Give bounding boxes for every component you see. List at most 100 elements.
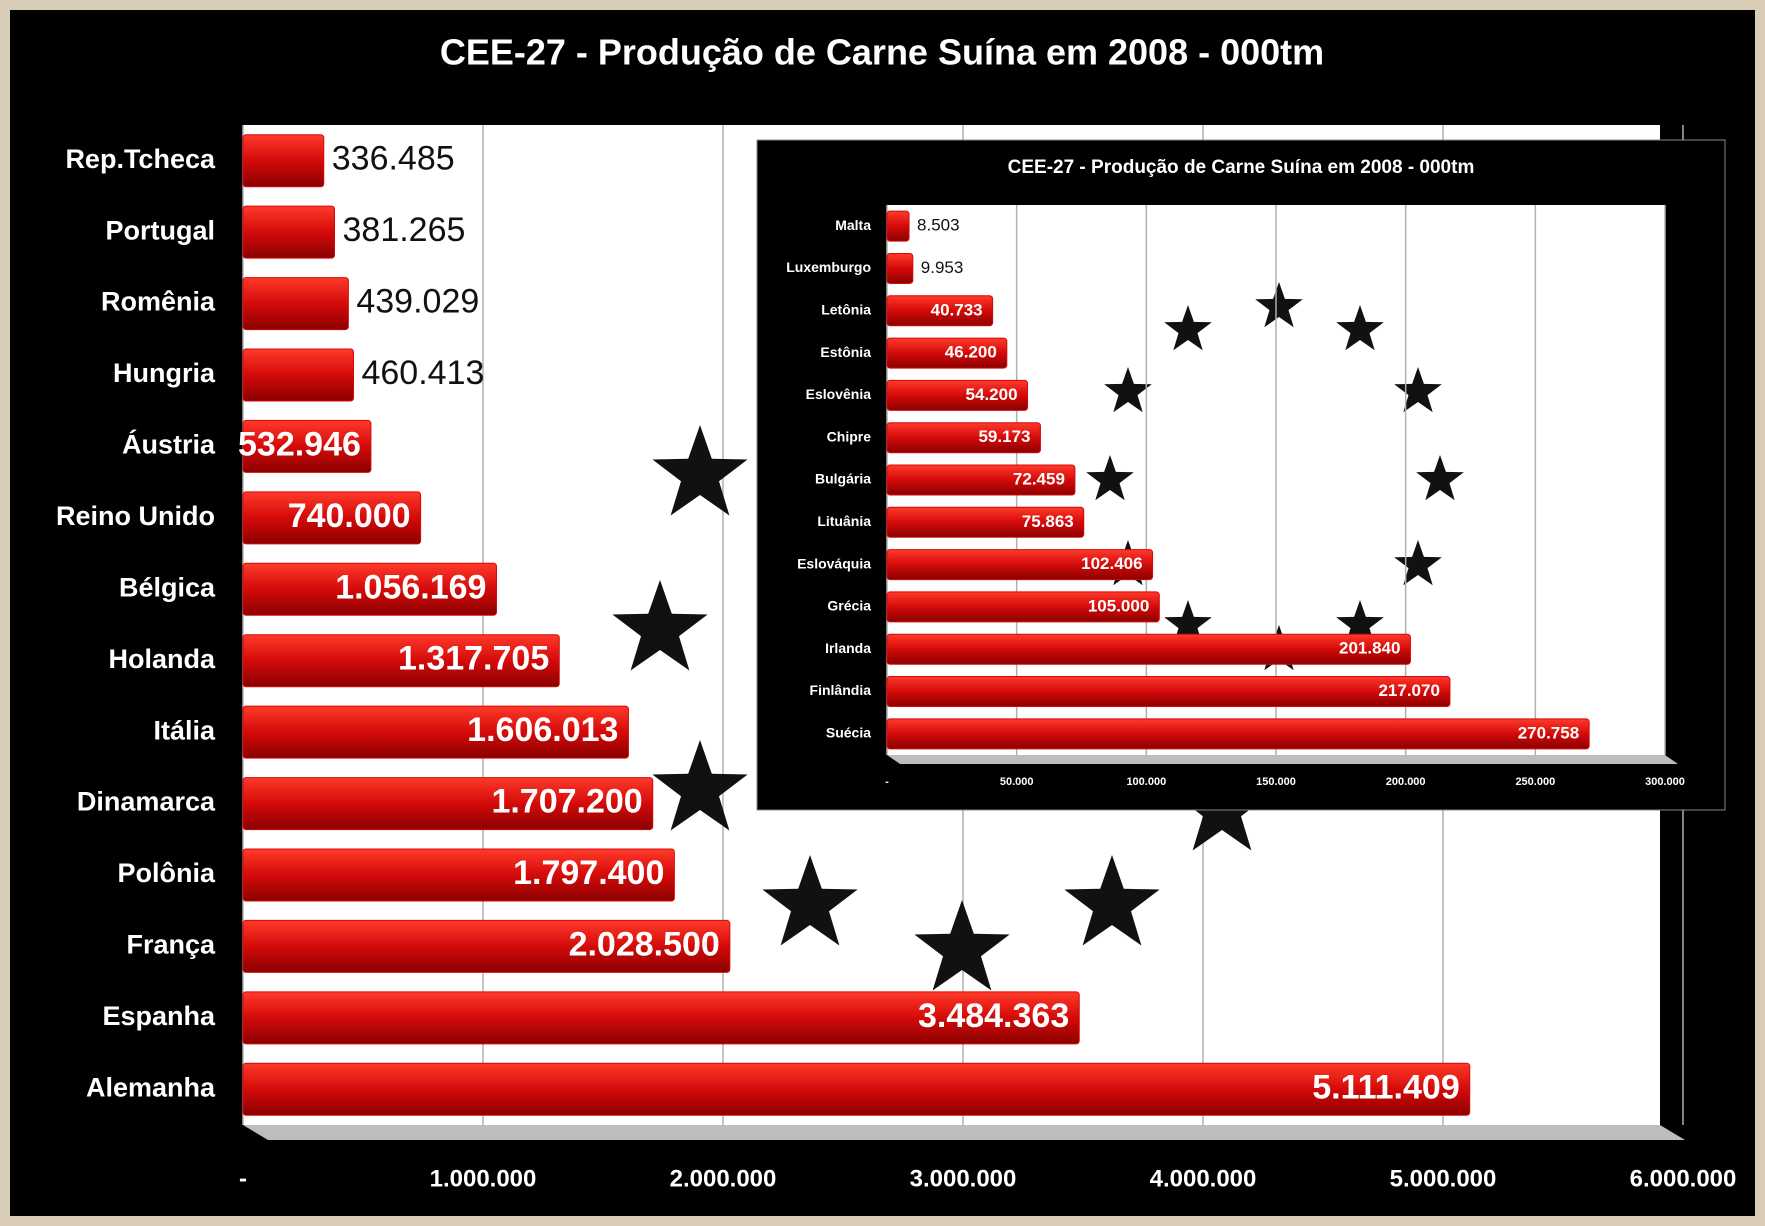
bar [242, 919, 731, 973]
category-label: Irlanda [825, 640, 871, 656]
bar [886, 591, 1160, 623]
category-label: Chipre [827, 428, 872, 444]
value-label: 201.840 [1339, 639, 1400, 658]
category-label: Romênia [101, 287, 216, 317]
floor [243, 1125, 1685, 1140]
bar [242, 1062, 1471, 1116]
bar [886, 633, 1411, 665]
chart-title: CEE-27 - Produção de Carne Suína em 2008… [1008, 157, 1475, 178]
bar [886, 210, 910, 242]
value-label: 270.758 [1518, 723, 1579, 742]
category-label: Finlândia [810, 682, 872, 698]
x-tick-label: 5.000.000 [1390, 1165, 1497, 1192]
category-label: Bélgica [119, 572, 216, 602]
bar [242, 205, 336, 259]
category-label: França [126, 930, 216, 960]
value-label: 1.606.013 [467, 711, 618, 749]
x-tick-label: 6.000.000 [1630, 1165, 1737, 1192]
category-label: Estônia [820, 344, 871, 360]
x-tick-label: 4.000.000 [1150, 1165, 1257, 1192]
x-tick-label: 150.000 [1256, 776, 1296, 788]
bar [886, 676, 1451, 708]
category-label: Áustria [122, 429, 216, 460]
x-tick-label: - [885, 776, 889, 788]
bar [242, 419, 372, 473]
bar [886, 549, 1154, 581]
x-tick-label: 300.000 [1645, 776, 1685, 788]
bar [242, 991, 1080, 1045]
value-label: 102.406 [1081, 554, 1142, 573]
value-label: 1.707.200 [491, 783, 642, 821]
bar [242, 562, 497, 616]
value-label: 8.503 [917, 216, 960, 235]
category-label: Portugal [105, 215, 215, 245]
value-label: 1.056.169 [335, 568, 486, 606]
bar [886, 718, 1590, 750]
category-label: Eslováquia [797, 555, 871, 571]
value-label: 460.413 [361, 354, 484, 392]
inset-chart: CEE-27 - Produção de Carne Suína em 2008… [756, 139, 1726, 811]
category-label: Bulgária [815, 471, 871, 487]
value-label: 2.028.500 [569, 925, 720, 963]
value-label: 105.000 [1088, 596, 1149, 615]
bar [242, 348, 354, 402]
x-tick-label: 1.000.000 [430, 1165, 537, 1192]
bar [242, 705, 629, 759]
x-tick-label: 250.000 [1515, 776, 1555, 788]
x-tick-label: 200.000 [1386, 776, 1426, 788]
bar [886, 337, 1008, 369]
category-label: Grécia [827, 598, 871, 614]
bar [886, 506, 1085, 538]
value-label: 532.946 [238, 425, 361, 463]
x-tick-label: - [239, 1165, 247, 1192]
category-label: Alemanha [86, 1072, 216, 1102]
category-label: Lituânia [817, 513, 871, 529]
value-label: 1.317.705 [398, 640, 549, 678]
value-label: 40.733 [931, 300, 983, 319]
category-label: Letônia [821, 301, 871, 317]
value-label: 75.863 [1022, 512, 1074, 531]
bar [242, 634, 560, 688]
category-label: Espanha [102, 1001, 216, 1031]
bar [242, 848, 675, 902]
x-tick-label: 100.000 [1126, 776, 1166, 788]
x-tick-label: 3.000.000 [910, 1165, 1017, 1192]
value-label: 381.265 [343, 211, 466, 249]
category-label: Dinamarca [77, 787, 216, 817]
bar [242, 491, 422, 545]
value-label: 439.029 [356, 283, 479, 321]
bar [886, 252, 914, 284]
value-label: 54.200 [966, 385, 1018, 404]
value-label: 9.953 [921, 258, 964, 277]
bar [886, 464, 1076, 496]
bar [242, 777, 654, 831]
category-label: Malta [835, 217, 871, 233]
category-label: Rep.Tcheca [65, 144, 216, 174]
x-tick-label: 50.000 [1000, 776, 1034, 788]
bar [242, 134, 325, 188]
value-label: 3.484.363 [918, 997, 1069, 1035]
floor [887, 755, 1678, 764]
category-label: Polônia [117, 858, 215, 888]
category-label: Itália [153, 715, 216, 745]
chart-title: CEE-27 - Produção de Carne Suína em 2008… [440, 32, 1324, 73]
category-label: Suécia [826, 725, 871, 741]
value-label: 1.797.400 [513, 854, 664, 892]
bar [886, 295, 994, 327]
category-label: Eslovênia [806, 386, 872, 402]
bar [242, 277, 349, 331]
category-label: Hungria [113, 358, 216, 388]
value-label: 5.111.409 [1312, 1068, 1460, 1106]
category-label: Holanda [108, 644, 215, 674]
value-label: 217.070 [1378, 681, 1439, 700]
category-label: Luxemburgo [786, 259, 871, 275]
value-label: 59.173 [978, 427, 1030, 446]
x-tick-label: 2.000.000 [670, 1165, 777, 1192]
value-label: 336.485 [332, 140, 455, 178]
value-label: 740.000 [288, 497, 411, 535]
value-label: 72.459 [1013, 469, 1065, 488]
bar [886, 379, 1029, 411]
category-label: Reino Unido [56, 501, 215, 531]
bar [886, 422, 1041, 454]
